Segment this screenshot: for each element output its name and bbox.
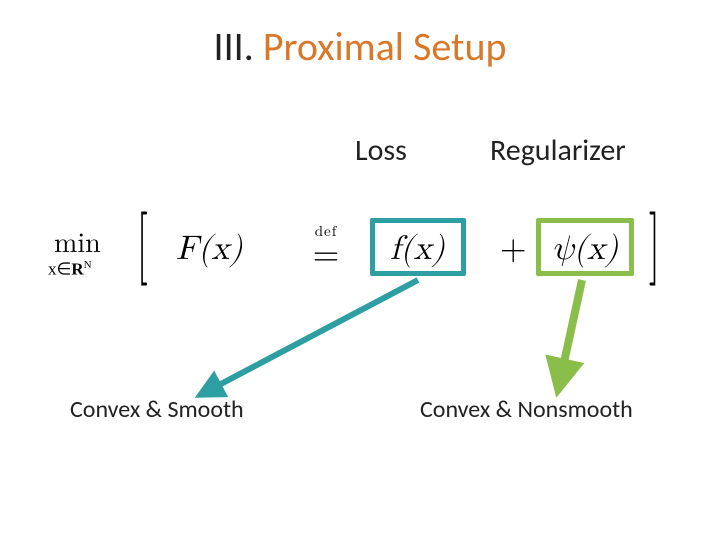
eq-plus: + xyxy=(500,232,526,266)
regularizer-box xyxy=(536,218,634,276)
loss-box xyxy=(370,218,466,276)
eq-min-sub-set: R xyxy=(71,260,83,279)
eq-min-sub: x∈RN xyxy=(48,260,92,278)
eq-min-sub-prefix: x∈ xyxy=(48,260,71,279)
eq-F: F(x) xyxy=(176,232,243,266)
eq-def: def xyxy=(306,224,346,239)
title-prefix: III. xyxy=(214,22,263,71)
eq-min-sub-exp: N xyxy=(84,259,92,271)
convex-nonsmooth-label: Convex & Nonsmooth xyxy=(420,395,633,424)
eq-rbracket: ] xyxy=(649,208,660,282)
loss-label: Loss xyxy=(355,132,407,169)
eq-min: min xyxy=(54,230,101,258)
convex-smooth-label: Convex & Smooth xyxy=(70,395,244,424)
regularizer-label: Regularizer xyxy=(490,132,626,169)
title-main: Proximal Setup xyxy=(263,22,507,71)
slide-title: III. Proximal Setup xyxy=(0,22,720,71)
eq-eq: = xyxy=(302,238,350,272)
eq-lbracket: [ xyxy=(137,208,148,282)
